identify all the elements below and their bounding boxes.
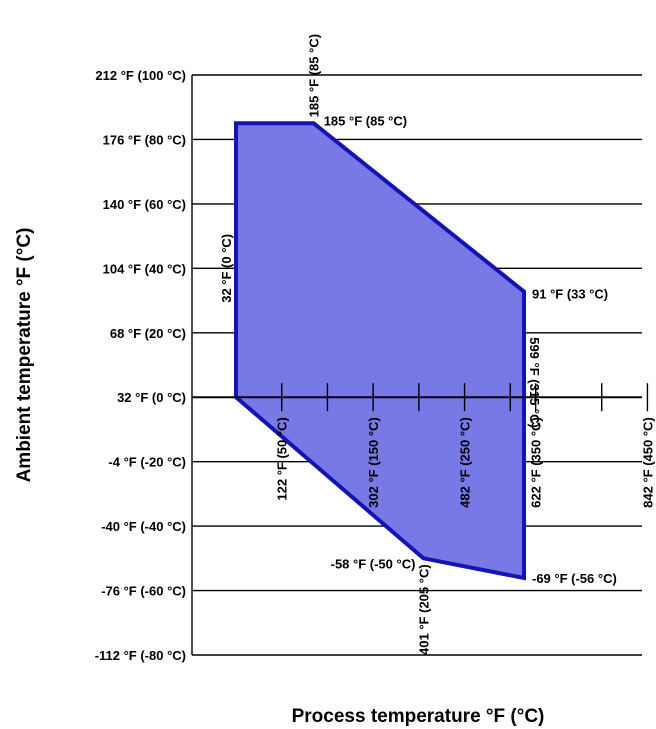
x-tick-label-842: 842 °F (450 °C) (640, 417, 655, 508)
operating-region (234, 121, 526, 581)
annotation-185-f-85-c-horizontal: 185 °F (85 °C) (324, 113, 407, 128)
y-tick-label-32: 32 °F (0 °C) (117, 390, 186, 405)
annotation-32-f-0-c-vertical: 32 °F (0 °C) (219, 234, 234, 303)
annotation-91-f-33-c-horizontal: 91 °F (33 °C) (532, 287, 608, 302)
ambient-tick-labels: 212 °F (100 °C) 176 °F (80 °C) 140 °F (60 … (95, 68, 186, 663)
boundary-annotations: 185 °F (85 °C)185 °F (85 °C) 32 °F (0 °C)… (219, 34, 617, 655)
y-tick-label-76: -76 °F (-60 °C) (101, 584, 186, 599)
annotation-58-f-50-c-horizontal: -58 °F (-50 °C) (331, 556, 416, 571)
x-axis-title: Process temperature °F (°C) (292, 706, 545, 727)
annotation-69-f-56-c-horizontal: -69 °F (-56 °C) (532, 571, 617, 586)
y-tick-label-176: 176 °F (80 °C) (103, 132, 186, 147)
y-tick-label-112: -112 °F (-80 °C) (95, 648, 186, 663)
annotation-401-f-205-c-vertical: 401 °F (205 °C) (416, 564, 431, 655)
y-tick-label-4: -4 °F (-20 °C) (108, 455, 186, 470)
process-axis (192, 383, 649, 412)
x-tick-label-122: 122 °F (50 °C) (275, 417, 290, 500)
annotation-185-f-85-c-vertical: 185 °F (85 °C) (307, 34, 322, 117)
process-tick-labels: 122 °F (50 °C) 302 °F (150 °C) 482 °F (250… (275, 417, 656, 508)
y-tick-label-140: 140 °F (60 °C) (103, 197, 186, 212)
y-tick-label-104: 104 °F (40 °C) (103, 261, 186, 276)
annotation-599-f-315-c-vertical: 599 °F (315 °C) (527, 337, 542, 428)
operating-region-layer (234, 121, 526, 581)
x-tick-label-482: 482 °F (250 °C) (458, 417, 473, 508)
y-axis-title: Ambient temperature °F (°C) (14, 228, 35, 483)
y-tick-label-40: -40 °F (-40 °C) (101, 519, 186, 534)
x-tick-label-302: 302 °F (150 °C) (366, 417, 381, 508)
x-tick-label-622: 622 °F (350 °C) (529, 417, 544, 508)
y-tick-label-212: 212 °F (100 °C) (95, 68, 186, 83)
y-tick-label-68: 68 °F (20 °C) (110, 326, 186, 341)
